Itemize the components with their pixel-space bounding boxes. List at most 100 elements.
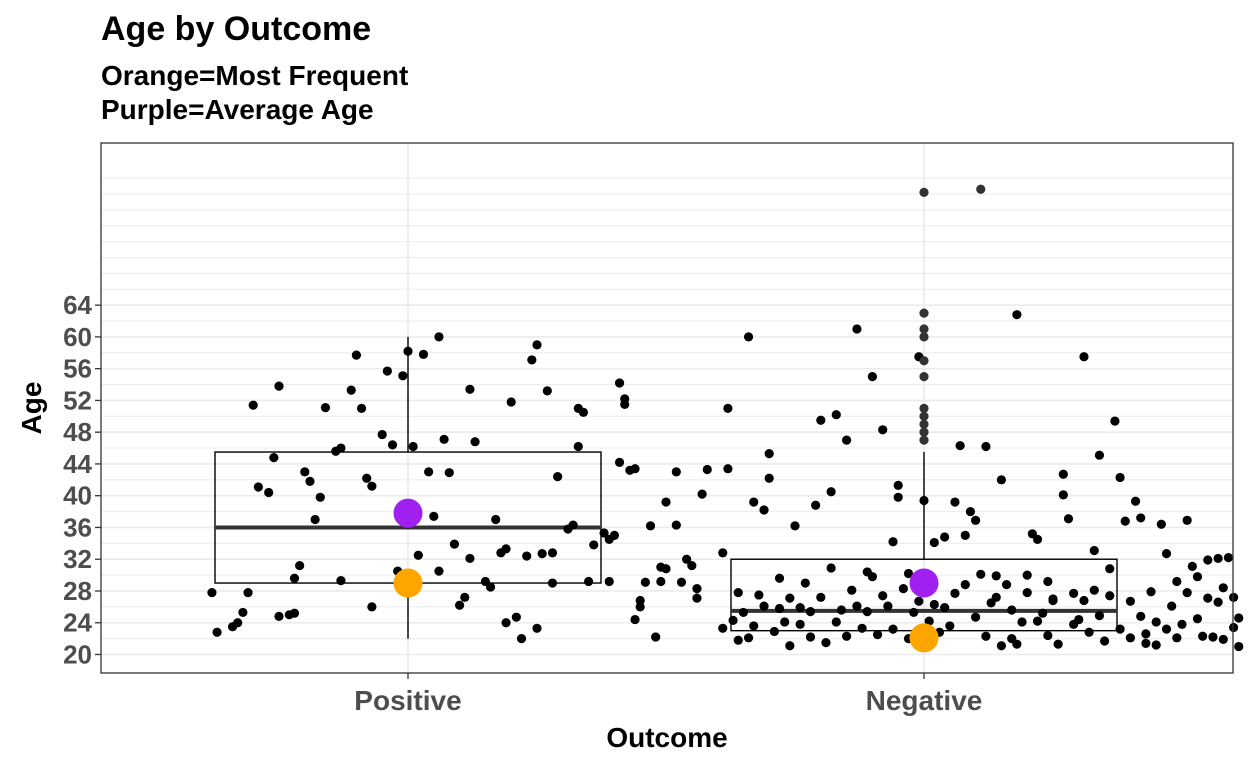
data-point — [1203, 555, 1213, 565]
y-tick-label: 52 — [63, 385, 92, 415]
data-point — [1069, 588, 1079, 598]
data-point — [1038, 608, 1048, 618]
data-point — [1141, 629, 1151, 639]
data-point — [449, 539, 460, 549]
data-point — [573, 441, 583, 452]
data-point — [1130, 496, 1141, 506]
data-point — [888, 537, 898, 547]
data-point — [542, 386, 552, 396]
data-point — [733, 635, 743, 645]
outlier-point — [919, 356, 929, 366]
data-point — [976, 569, 986, 579]
data-point — [645, 521, 656, 531]
data-point — [847, 585, 857, 595]
data-point — [780, 617, 790, 627]
data-point — [511, 612, 521, 622]
gridlines — [101, 143, 1233, 673]
data-point — [434, 332, 444, 342]
panel-border — [100, 142, 1234, 674]
outlier-point — [919, 187, 929, 197]
data-point — [1048, 594, 1058, 604]
data-point — [532, 340, 542, 350]
data-point — [1058, 469, 1068, 479]
data-point — [769, 626, 779, 637]
data-point — [1089, 585, 1099, 595]
data-point — [310, 514, 320, 525]
y-tick-label: 48 — [63, 417, 92, 447]
data-point — [718, 548, 728, 558]
data-point — [764, 473, 774, 483]
y-axis-title: Age — [16, 382, 47, 435]
data-point — [1172, 633, 1182, 643]
data-point — [516, 634, 527, 644]
data-point — [702, 464, 712, 475]
y-tick-label: 20 — [63, 640, 92, 670]
data-point — [269, 452, 279, 463]
mean-marker — [909, 568, 939, 598]
data-point — [465, 384, 475, 394]
outlier-point — [919, 427, 929, 437]
data-point — [424, 467, 434, 477]
data-point — [387, 440, 398, 450]
data-point — [1234, 641, 1244, 652]
data-point — [914, 596, 924, 606]
data-point — [547, 548, 558, 558]
data-point — [289, 573, 300, 583]
data-point — [578, 407, 589, 417]
data-point — [470, 437, 480, 447]
data-point — [764, 449, 774, 459]
data-point — [1084, 627, 1094, 637]
data-point — [1203, 593, 1213, 603]
data-point — [682, 554, 692, 564]
data-point — [996, 641, 1007, 651]
jitter-points — [207, 184, 1244, 652]
data-point — [940, 603, 950, 613]
data-point — [408, 441, 418, 452]
data-point — [295, 560, 305, 571]
data-point — [749, 497, 759, 507]
data-point — [723, 464, 733, 474]
data-point — [981, 441, 991, 452]
data-point — [532, 623, 542, 633]
data-point — [614, 457, 625, 467]
data-point — [1001, 580, 1012, 590]
data-point — [909, 607, 919, 618]
data-point — [872, 630, 883, 640]
data-point — [671, 467, 681, 477]
data-point — [367, 602, 377, 612]
outlier-point — [976, 184, 986, 194]
data-point — [274, 381, 284, 391]
data-point — [888, 624, 898, 634]
data-point — [207, 587, 217, 598]
data-point — [315, 492, 325, 502]
data-point — [1208, 632, 1218, 642]
data-point — [1089, 545, 1099, 556]
data-point — [795, 603, 805, 613]
x-tick-label: Negative — [866, 685, 983, 716]
data-point — [743, 633, 754, 643]
data-point — [862, 607, 872, 617]
data-point — [243, 587, 253, 598]
outlier-point — [919, 308, 929, 318]
data-point — [429, 511, 439, 521]
data-point — [1151, 617, 1161, 627]
data-point — [367, 481, 377, 491]
data-point — [1032, 616, 1043, 626]
data-point — [233, 618, 243, 628]
data-point — [537, 549, 547, 559]
data-point — [1032, 534, 1043, 544]
data-point — [351, 350, 361, 360]
data-point — [1167, 601, 1177, 611]
data-point — [774, 573, 785, 583]
data-point — [950, 497, 960, 507]
data-point — [996, 475, 1007, 485]
data-point — [955, 441, 965, 451]
data-point — [527, 355, 537, 365]
data-point — [1079, 352, 1089, 362]
data-point — [898, 583, 908, 594]
outlier-point — [919, 411, 929, 421]
data-point — [1198, 631, 1208, 641]
data-point — [630, 464, 640, 474]
